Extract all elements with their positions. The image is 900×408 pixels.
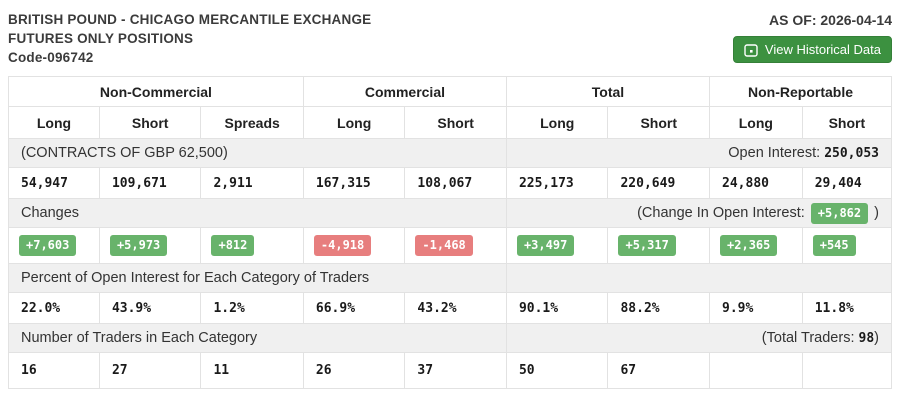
column-header-row: Long Short Spreads Long Short Long Short… [8, 106, 893, 139]
percent-t-long: 90.1% [505, 292, 609, 324]
position-nc-short: 109,671 [98, 167, 202, 199]
changes-row: +7,603 +5,973 +812 -4,918 -1,468 +3,497 … [8, 227, 893, 264]
position-t-short: 220,649 [607, 167, 711, 199]
percent-section-spacer [505, 263, 893, 293]
calendar-chart-icon [744, 43, 758, 57]
col-nc-short: Short [98, 106, 202, 139]
percent-nr-long: 9.9% [709, 292, 803, 324]
view-historical-data-label: View Historical Data [764, 42, 881, 57]
change-cell: -1,468 [404, 227, 507, 264]
report-code: Code-096742 [8, 50, 94, 65]
traders-nc-short: 27 [98, 352, 202, 389]
header-right: AS OF: 2026-04-14 View Historical Data [732, 10, 892, 63]
view-historical-data-button[interactable]: View Historical Data [732, 36, 892, 63]
traders-c-long: 26 [302, 352, 406, 389]
percents-row: 22.0% 43.9% 1.2% 66.9% 43.2% 90.1% 88.2%… [8, 292, 893, 324]
percent-nr-short: 11.8% [801, 292, 893, 324]
percent-t-short: 88.2% [607, 292, 711, 324]
change-in-oi-prefix: (Change In Open Interest: [637, 204, 809, 221]
contracts-label: (CONTRACTS OF GBP 62,500) [8, 138, 507, 168]
open-interest-value: 250,053 [824, 146, 879, 161]
position-c-short: 108,067 [404, 167, 507, 199]
as-of-date: AS OF: 2026-04-14 [769, 12, 892, 28]
col-nc-spreads: Spreads [200, 106, 304, 139]
positions-row: 54,947 109,671 2,911 167,315 108,067 225… [8, 167, 893, 199]
change-nc-short-badge: +5,973 [109, 235, 168, 256]
traders-t-short: 67 [607, 352, 711, 389]
total-traders-cell: (Total Traders: 98) [505, 323, 893, 353]
open-interest-label: Open Interest: [728, 145, 825, 161]
contracts-section-row: (CONTRACTS OF GBP 62,500) Open Interest:… [8, 138, 893, 168]
total-traders-suffix: ) [874, 330, 879, 346]
percent-nc-long: 22.0% [8, 292, 100, 324]
traders-nr-short [801, 352, 893, 389]
change-cell: +7,603 [8, 227, 100, 264]
position-nr-short: 29,404 [801, 167, 893, 199]
percent-section-row: Percent of Open Interest for Each Catego… [8, 263, 893, 293]
change-cell: +5,317 [607, 227, 711, 264]
col-t-short: Short [607, 106, 711, 139]
percent-nc-short: 43.9% [98, 292, 202, 324]
total-traders-prefix: (Total Traders: [761, 330, 859, 346]
col-nr-short: Short [801, 106, 893, 139]
changes-label: Changes [8, 198, 507, 228]
group-non-reportable: Non-Reportable [709, 76, 892, 107]
total-traders-value: 98 [858, 331, 875, 346]
change-in-oi-suffix: ) [870, 204, 879, 221]
position-nc-spreads: 2,911 [200, 167, 304, 199]
change-c-short-badge: -1,468 [415, 235, 473, 256]
change-nr-long-badge: +2,365 [720, 235, 778, 256]
change-cell: +812 [200, 227, 304, 264]
cot-table: Non-Commercial Commercial Total Non-Repo… [8, 76, 893, 389]
percent-nc-spreads: 1.2% [200, 292, 304, 324]
report-title: BRITISH POUND - CHICAGO MERCANTILE EXCHA… [8, 12, 372, 27]
traders-nc-long: 16 [8, 352, 100, 389]
col-nc-long: Long [8, 106, 100, 139]
group-header-row: Non-Commercial Commercial Total Non-Repo… [8, 76, 892, 107]
position-c-long: 167,315 [302, 167, 406, 199]
change-t-short-badge: +5,317 [618, 235, 676, 256]
col-c-long: Long [302, 106, 406, 139]
open-interest-cell: Open Interest: 250,053 [505, 138, 893, 168]
traders-c-short: 37 [404, 352, 507, 389]
change-cell: +545 [801, 227, 893, 264]
position-t-long: 225,173 [505, 167, 609, 199]
percent-c-long: 66.9% [302, 292, 406, 324]
percent-c-short: 43.2% [404, 292, 507, 324]
percent-section-label: Percent of Open Interest for Each Catego… [8, 263, 507, 293]
group-total: Total [505, 76, 711, 107]
change-t-long-badge: +3,497 [516, 235, 575, 256]
change-cell: +5,973 [98, 227, 202, 264]
cot-report-page: BRITISH POUND - CHICAGO MERCANTILE EXCHA… [8, 0, 893, 389]
report-header: BRITISH POUND - CHICAGO MERCANTILE EXCHA… [8, 0, 892, 67]
traders-t-long: 50 [505, 352, 609, 389]
col-t-long: Long [505, 106, 609, 139]
change-cell: -4,918 [302, 227, 406, 264]
changes-section-row: Changes (Change In Open Interest: +5,862… [8, 198, 893, 228]
traders-nr-long [709, 352, 803, 389]
change-nc-spreads-badge: +812 [211, 235, 255, 256]
change-nc-long-badge: +7,603 [19, 235, 77, 256]
traders-section-label: Number of Traders in Each Category [8, 323, 507, 353]
traders-row: 16 27 11 26 37 50 67 [8, 352, 893, 389]
change-cell: +3,497 [505, 227, 609, 264]
change-in-oi-badge: +5,862 [810, 202, 869, 224]
traders-nc-spreads: 11 [200, 352, 304, 389]
position-nc-long: 54,947 [8, 167, 100, 199]
change-cell: +2,365 [709, 227, 803, 264]
group-commercial: Commercial [302, 76, 507, 107]
report-titles: BRITISH POUND - CHICAGO MERCANTILE EXCHA… [8, 10, 371, 67]
group-non-commercial: Non-Commercial [8, 76, 304, 107]
change-in-oi-cell: (Change In Open Interest: +5,862 ) [505, 198, 893, 228]
change-nr-short-badge: +545 [812, 235, 856, 256]
change-c-long-badge: -4,918 [313, 235, 372, 256]
report-subtitle: FUTURES ONLY POSITIONS [8, 31, 194, 46]
col-c-short: Short [404, 106, 507, 139]
position-nr-long: 24,880 [709, 167, 803, 199]
col-nr-long: Long [709, 106, 803, 139]
traders-section-row: Number of Traders in Each Category (Tota… [8, 323, 893, 353]
